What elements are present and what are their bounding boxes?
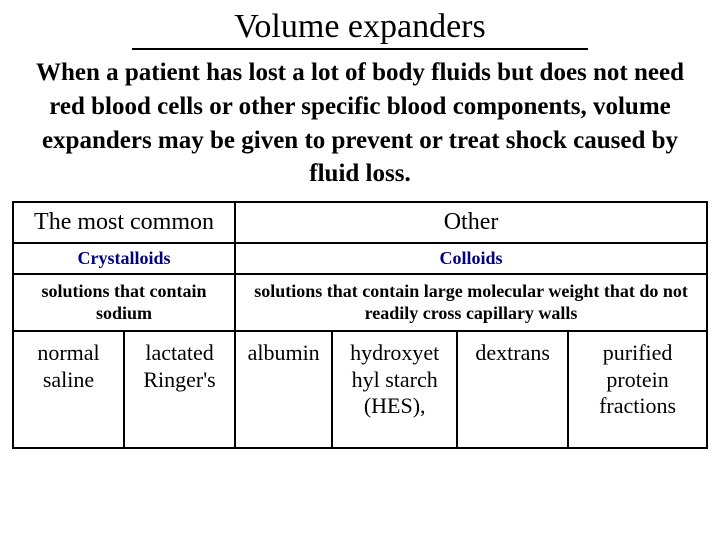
subheader-right: Colloids: [235, 243, 707, 274]
table-row-header: The most common Other: [13, 202, 707, 243]
table-row-subheader: Crystalloids Colloids: [13, 243, 707, 274]
desc-right: solutions that contain large molecular w…: [235, 274, 707, 331]
slide: Volume expanders When a patient has lost…: [0, 0, 720, 540]
table-row-items: normal saline lactated Ringer's albumin …: [13, 331, 707, 448]
item-cell: albumin: [235, 331, 332, 448]
desc-left: solutions that contain sodium: [13, 274, 235, 331]
content-table: The most common Other Crystalloids Collo…: [12, 201, 708, 449]
header-left: The most common: [13, 202, 235, 243]
item-cell: dextrans: [457, 331, 568, 448]
slide-description: When a patient has lost a lot of body fl…: [18, 56, 702, 191]
item-cell: lactated Ringer's: [124, 331, 235, 448]
item-cell: normal saline: [13, 331, 124, 448]
item-cell: purified protein fractions: [568, 331, 707, 448]
slide-title: Volume expanders: [132, 8, 588, 50]
item-cell: hydroxyet hyl starch (HES),: [332, 331, 457, 448]
subheader-left: Crystalloids: [13, 243, 235, 274]
table-row-description: solutions that contain sodium solutions …: [13, 274, 707, 331]
header-right: Other: [235, 202, 707, 243]
